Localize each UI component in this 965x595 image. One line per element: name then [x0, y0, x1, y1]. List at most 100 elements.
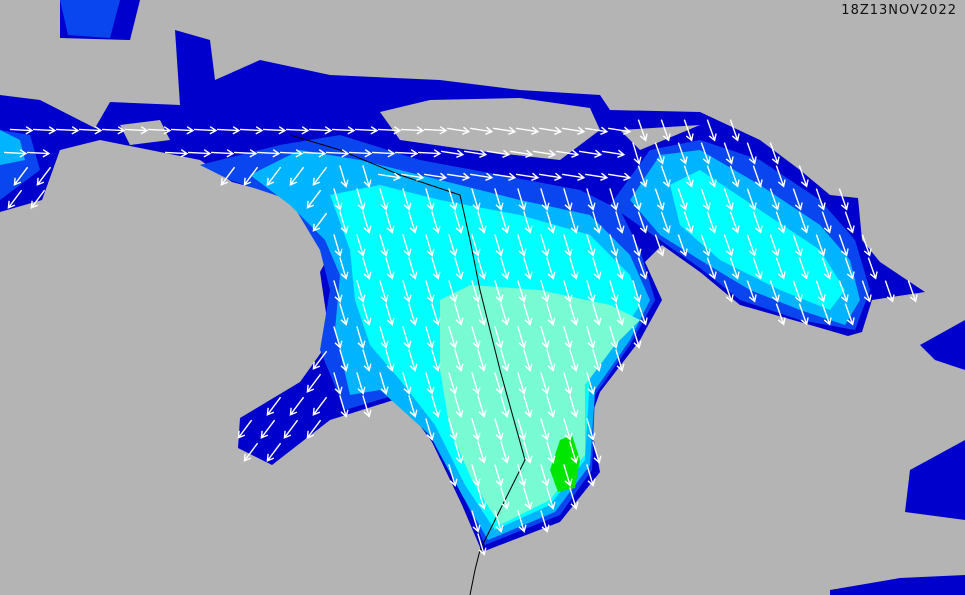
wave-arrow [494, 510, 504, 533]
wave-arrow [838, 280, 849, 303]
wave-arrow [729, 257, 740, 280]
wave-arrow [683, 165, 694, 188]
wave-arrow [354, 126, 379, 135]
wave-arrow [539, 126, 563, 135]
wave-arrow [339, 303, 349, 326]
wave-arrow [729, 211, 740, 234]
manitoulin-island [380, 98, 600, 160]
wave-arrow [821, 257, 832, 280]
wave-arrow [256, 149, 281, 158]
wave-arrow [746, 280, 757, 303]
wave-arrow [500, 349, 510, 372]
wave-arrow [356, 372, 366, 395]
wave-arrow [379, 372, 389, 395]
wave-arrow [861, 234, 872, 257]
wave-arrow [239, 126, 264, 135]
wave-arrow [55, 126, 80, 135]
wave-arrow [844, 257, 855, 280]
wave-arrow [556, 149, 580, 158]
wave-arrow [769, 142, 780, 165]
wave-arrow [312, 350, 328, 370]
wave-arrow [431, 211, 441, 234]
wave-arrow [562, 172, 586, 181]
wave-arrow [706, 165, 717, 188]
wave-arrow [516, 126, 540, 135]
wave-arrow [371, 149, 396, 158]
wave-arrow [454, 441, 464, 464]
wave-arrow [312, 166, 328, 186]
wave-arrow [425, 280, 435, 303]
wave-arrow [677, 234, 688, 257]
wave-arrow [654, 188, 665, 211]
wave-arrow [569, 441, 579, 464]
wave-arrow [683, 211, 694, 234]
wave-arrow [752, 211, 763, 234]
wave-arrow [517, 372, 527, 395]
water-level-1-east-bay [920, 320, 965, 370]
wave-arrow [408, 211, 418, 234]
wave-arrow [471, 464, 481, 487]
wave-arrow [523, 349, 533, 372]
wave-arrow [331, 126, 356, 135]
wave-arrow [408, 395, 418, 418]
wave-arrow [677, 142, 688, 165]
wave-arrow [356, 234, 366, 257]
wave-arrow [523, 441, 533, 464]
wave-arrow [78, 126, 103, 135]
wave-arrow [586, 464, 596, 487]
wave-arrow [408, 349, 418, 372]
wave-arrow [586, 326, 596, 349]
wave-arrow [798, 165, 809, 188]
wave-arrow [283, 419, 299, 439]
wave-arrow [431, 395, 441, 418]
wave-arrow [516, 172, 540, 181]
wave-arrow [448, 280, 458, 303]
wave-arrow [608, 126, 632, 135]
wave-arrow [637, 119, 648, 142]
wave-arrow [385, 211, 395, 234]
wave-arrow [586, 234, 596, 257]
wave-arrow [266, 396, 282, 416]
wave-arrow [425, 372, 435, 395]
wave-arrow [101, 126, 126, 135]
wave-arrow [579, 149, 603, 158]
wave-arrow [569, 487, 579, 510]
wave-arrow [477, 211, 487, 234]
wave-arrow [385, 349, 395, 372]
wave-arrow [124, 126, 149, 135]
wave-arrow [563, 418, 573, 441]
wave-arrow [540, 418, 550, 441]
wave-arrow [448, 418, 458, 441]
wave-arrow [447, 126, 471, 135]
wave-arrow [861, 280, 872, 303]
wave-arrow [306, 189, 322, 209]
wave-arrow [441, 149, 465, 158]
wave-arrow [540, 280, 550, 303]
wave-arrow [408, 257, 418, 280]
wave-arrow [723, 234, 734, 257]
wave-arrow [402, 188, 412, 211]
wave-arrow [289, 396, 305, 416]
wave-arrow [546, 441, 556, 464]
wave-arrow [723, 188, 734, 211]
wave-arrow [279, 149, 304, 158]
wave-arrow [723, 142, 734, 165]
wave-arrow [592, 303, 602, 326]
wave-arrow [477, 533, 487, 556]
wave-arrow [798, 257, 809, 280]
wave-arrow [306, 419, 322, 439]
wave-arrow [517, 418, 527, 441]
wave-arrow [494, 280, 504, 303]
wave-arrow [792, 280, 803, 303]
wave-arrow [540, 234, 550, 257]
wave-arrow [36, 166, 52, 186]
wave-arrow [632, 234, 642, 257]
wave-arrow [700, 234, 711, 257]
wave-arrow [471, 372, 481, 395]
wave-arrow [333, 234, 343, 257]
wave-arrow [424, 172, 448, 181]
wave-arrow [517, 188, 527, 211]
wave-arrow [569, 303, 579, 326]
wave-arrow [306, 373, 322, 393]
